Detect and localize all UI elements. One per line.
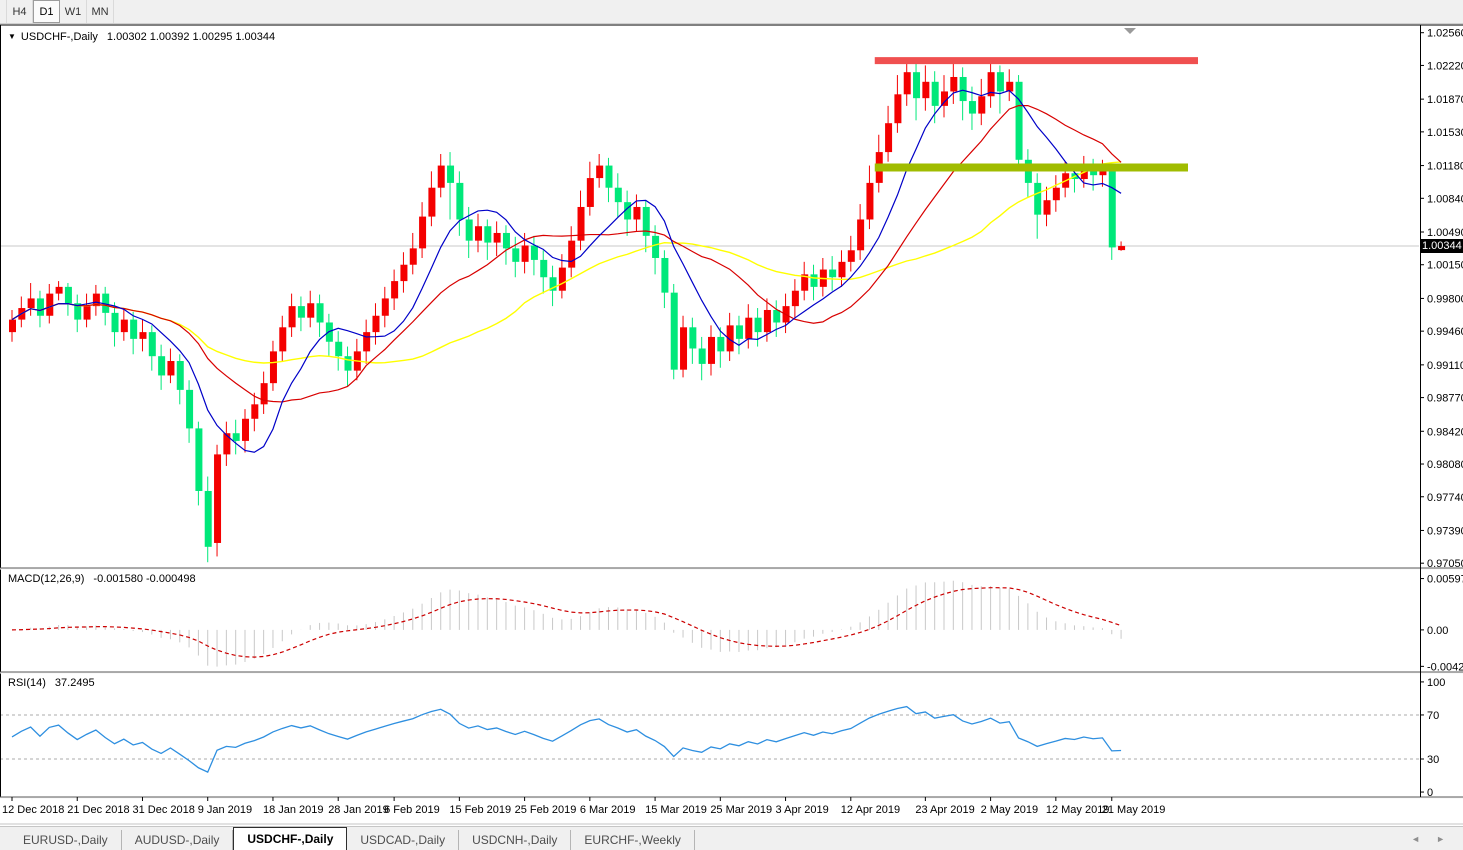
svg-text:0.00597: 0.00597 — [1427, 574, 1463, 586]
timeframe-button-mn[interactable]: MN — [87, 0, 114, 23]
svg-text:30: 30 — [1427, 754, 1439, 766]
tab-scroll-right-icon[interactable]: ► — [1436, 833, 1445, 844]
svg-text:-0.004243: -0.004243 — [1427, 661, 1463, 673]
macd-values: -0.001580 -0.000498 — [93, 573, 196, 585]
svg-text:21 Dec 2018: 21 Dec 2018 — [67, 804, 129, 816]
current-price-badge: 1.00344 — [1420, 239, 1463, 254]
tab-eurusd-daily[interactable]: EURUSD-,Daily — [10, 830, 122, 850]
svg-text:1.01530: 1.01530 — [1427, 127, 1463, 139]
tab-scroll-left-icon[interactable]: ◄ — [1411, 833, 1421, 844]
svg-text:28 Jan 2019: 28 Jan 2019 — [328, 804, 389, 816]
rsi-value: 37.2495 — [54, 677, 95, 689]
svg-text:0.97740: 0.97740 — [1427, 492, 1463, 504]
svg-text:15 Feb 2019: 15 Feb 2019 — [449, 804, 511, 816]
chart-region: 1.02560 1.02220 1.01870 1.01530 1.01180 1.008… — [0, 24, 1463, 826]
svg-text:12 Dec 2018: 12 Dec 2018 — [2, 804, 64, 816]
svg-text:0.98770: 0.98770 — [1427, 393, 1463, 405]
svg-text:1.02560: 1.02560 — [1427, 28, 1463, 40]
timeframe-button-d1[interactable]: D1 — [33, 0, 60, 23]
svg-text:31 Dec 2018: 31 Dec 2018 — [132, 804, 194, 816]
timeframe-button-h4[interactable]: H4 — [6, 0, 33, 23]
svg-text:12 Apr 2019: 12 Apr 2019 — [841, 804, 900, 816]
tab-audusd-daily[interactable]: AUDUSD-,Daily — [122, 830, 234, 850]
svg-text:6 Feb 2019: 6 Feb 2019 — [384, 804, 440, 816]
scroll-to-end-icon[interactable] — [1124, 28, 1136, 34]
svg-text:100: 100 — [1427, 677, 1445, 689]
svg-text:0.98080: 0.98080 — [1427, 459, 1463, 471]
price-axis[interactable] — [1420, 24, 1463, 797]
svg-text:1.02220: 1.02220 — [1427, 60, 1463, 72]
svg-text:0.97050: 0.97050 — [1427, 558, 1463, 570]
svg-text:0.00: 0.00 — [1427, 625, 1448, 637]
time-axis[interactable] — [0, 797, 1420, 825]
chart-symbol-label: USDCHF-,Daily — [20, 31, 98, 43]
svg-text:2 May 2019: 2 May 2019 — [981, 804, 1038, 816]
tab-scroll-arrows: ◄ ► — [1403, 827, 1453, 850]
svg-text:1.01180: 1.01180 — [1427, 161, 1463, 173]
svg-text:0.99460: 0.99460 — [1427, 326, 1463, 338]
tab-usdchf-daily[interactable]: USDCHF-,Daily — [233, 827, 348, 850]
timeframe-toolbar: H4 D1 W1 MN — [0, 0, 1463, 24]
svg-text:0.98420: 0.98420 — [1427, 426, 1463, 438]
svg-text:0.97390: 0.97390 — [1427, 525, 1463, 537]
svg-text:0: 0 — [1427, 787, 1433, 799]
svg-text:18 Jan 2019: 18 Jan 2019 — [263, 804, 324, 816]
rsi-indicator-label: RSI(14) 37.2495 — [8, 677, 95, 689]
svg-text:3 Apr 2019: 3 Apr 2019 — [776, 804, 829, 816]
tab-usdcnh-daily[interactable]: USDCNH-,Daily — [459, 830, 572, 850]
chart-ohlc-values: 1.00302 1.00392 1.00295 1.00344 — [106, 31, 276, 43]
svg-text:1.00840: 1.00840 — [1427, 193, 1463, 205]
macd-indicator-label: MACD(12,26,9) -0.001580 -0.000498 — [8, 573, 196, 585]
svg-text:1.01870: 1.01870 — [1427, 94, 1463, 106]
tab-usdcad-daily[interactable]: USDCAD-,Daily — [347, 830, 460, 850]
chart-title: ▼ USDCHF-,Daily 1.00302 1.00392 1.00295 1.… — [8, 31, 275, 43]
chart-canvas[interactable]: 1.02560 1.02220 1.01870 1.01530 1.01180 1.008… — [0, 24, 1463, 826]
svg-text:0.99800: 0.99800 — [1427, 293, 1463, 305]
svg-text:70: 70 — [1427, 710, 1439, 722]
svg-text:1.00490: 1.00490 — [1427, 227, 1463, 239]
svg-text:21 May 2019: 21 May 2019 — [1102, 804, 1166, 816]
svg-text:0.99110: 0.99110 — [1427, 360, 1463, 372]
svg-text:12 May 2019: 12 May 2019 — [1046, 804, 1110, 816]
svg-text:9 Jan 2019: 9 Jan 2019 — [198, 804, 252, 816]
tab-eurchf-weekly[interactable]: EURCHF-,Weekly — [571, 830, 695, 850]
collapse-arrow-icon[interactable]: ▼ — [8, 32, 16, 41]
timeframe-button-w1[interactable]: W1 — [60, 0, 87, 23]
svg-text:1.00150: 1.00150 — [1427, 260, 1463, 272]
svg-text:25 Feb 2019: 25 Feb 2019 — [515, 804, 577, 816]
svg-text:25 Mar 2019: 25 Mar 2019 — [710, 804, 772, 816]
svg-text:23 Apr 2019: 23 Apr 2019 — [915, 804, 974, 816]
svg-text:6 Mar 2019: 6 Mar 2019 — [580, 804, 636, 816]
chart-tabs-bar: EURUSD-,Daily AUDUSD-,Daily USDCHF-,Dail… — [0, 826, 1463, 850]
svg-text:15 Mar 2019: 15 Mar 2019 — [645, 804, 707, 816]
